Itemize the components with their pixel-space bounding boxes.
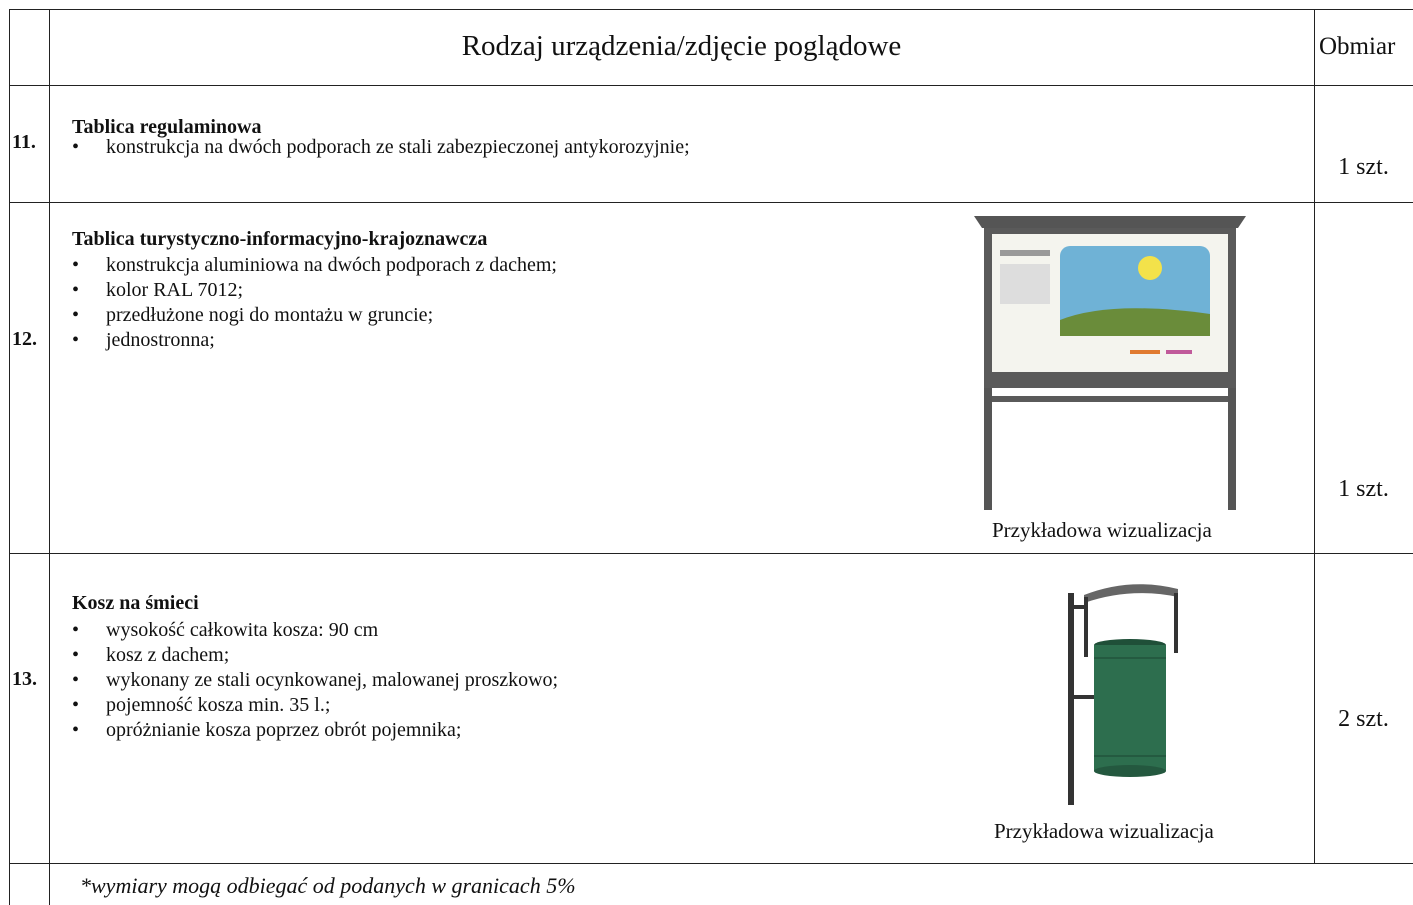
image-caption: Przykładowa wizualizacja: [992, 518, 1212, 542]
item-name: Tablica turystyczno-informacyjno-krajozn…: [72, 228, 488, 250]
footnote: *wymiary mogą odbiegać od podanych w gra…: [80, 873, 576, 898]
header-quantity: Obmiar: [1319, 33, 1396, 60]
feature: kolor RAL 7012;: [72, 278, 557, 303]
feature: kosz z dachem;: [72, 643, 558, 668]
column-line: [9, 9, 10, 905]
feature-list: konstrukcja aluminiowa na dwóch podporac…: [72, 253, 557, 353]
quantity: 2 szt.: [1338, 706, 1389, 732]
feature-list: konstrukcja na dwóch podporach ze stali …: [72, 135, 690, 160]
row-line: [9, 553, 1413, 554]
item-name: Tablica regulaminowa: [72, 116, 262, 138]
feature: wysokość całkowita kosza: 90 cm: [72, 618, 558, 643]
quantity: 1 szt.: [1338, 476, 1389, 502]
row-number: 11.: [12, 131, 36, 153]
feature: wykonany ze stali ocynkowanej, malowanej…: [72, 668, 558, 693]
row-line: [9, 202, 1413, 203]
header-title: Rodzaj urządzenia/zdjęcie poglądowe: [461, 30, 902, 62]
row-line: [9, 85, 1413, 86]
feature: jednostronna;: [72, 328, 557, 353]
feature-list: wysokość całkowita kosza: 90 cm kosz z d…: [72, 618, 558, 743]
column-line: [1314, 9, 1315, 863]
feature: konstrukcja na dwóch podporach ze stali …: [72, 135, 690, 160]
image-caption: Przykładowa wizualizacja: [994, 819, 1214, 843]
bin-image: [1068, 584, 1178, 805]
row-number: 13.: [12, 668, 37, 690]
quantity: 1 szt.: [1338, 154, 1389, 180]
feature: konstrukcja aluminiowa na dwóch podporac…: [72, 253, 557, 278]
feature: pojemność kosza min. 35 l.;: [72, 693, 558, 718]
feature: przedłużone nogi do montażu w gruncie;: [72, 303, 557, 328]
row-number: 12.: [12, 328, 37, 350]
table-border: [9, 9, 1413, 10]
item-name: Kosz na śmieci: [72, 592, 199, 614]
row-line: [9, 863, 1413, 864]
board-image: [974, 216, 1246, 510]
column-line: [49, 9, 50, 905]
feature: opróżnianie kosza poprzez obrót pojemnik…: [72, 718, 558, 743]
